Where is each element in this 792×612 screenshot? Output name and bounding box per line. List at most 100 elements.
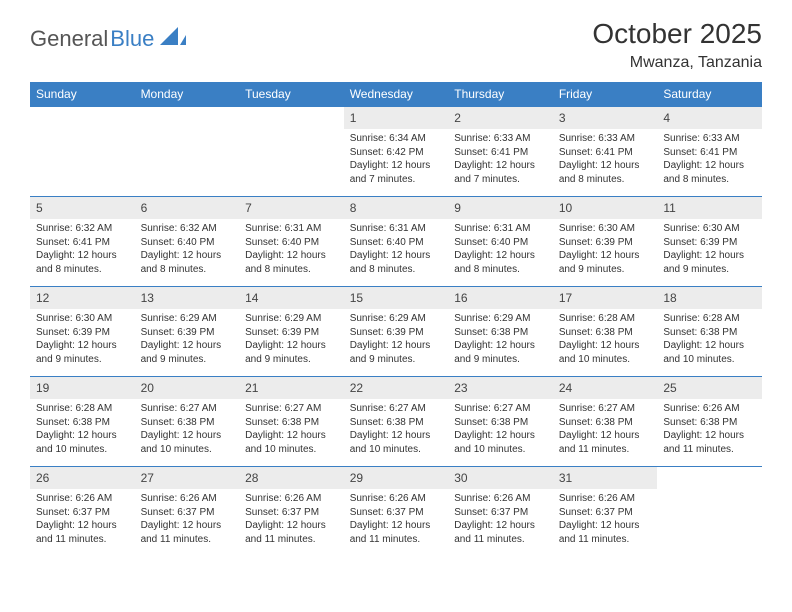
- day-details: Sunrise: 6:29 AMSunset: 6:39 PMDaylight:…: [344, 309, 449, 370]
- daylight-line: Daylight: 12 hours and 8 minutes.: [245, 249, 338, 276]
- calendar-row: 12Sunrise: 6:30 AMSunset: 6:39 PMDayligh…: [30, 287, 762, 377]
- sunrise-line: Sunrise: 6:30 AM: [663, 222, 756, 236]
- daylight-line: Daylight: 12 hours and 8 minutes.: [663, 159, 756, 186]
- calendar-cell: 11Sunrise: 6:30 AMSunset: 6:39 PMDayligh…: [657, 197, 762, 287]
- sunset-line: Sunset: 6:40 PM: [454, 236, 547, 250]
- calendar-cell: 28Sunrise: 6:26 AMSunset: 6:37 PMDayligh…: [239, 467, 344, 557]
- sunset-line: Sunset: 6:39 PM: [245, 326, 338, 340]
- daylight-line: Daylight: 12 hours and 9 minutes.: [36, 339, 129, 366]
- day-details: Sunrise: 6:31 AMSunset: 6:40 PMDaylight:…: [239, 219, 344, 280]
- calendar-cell: 22Sunrise: 6:27 AMSunset: 6:38 PMDayligh…: [344, 377, 449, 467]
- day-details: Sunrise: 6:29 AMSunset: 6:39 PMDaylight:…: [239, 309, 344, 370]
- day-number: 5: [30, 197, 135, 219]
- day-number: 3: [553, 107, 658, 129]
- day-details: Sunrise: 6:26 AMSunset: 6:38 PMDaylight:…: [657, 399, 762, 460]
- daylight-line: Daylight: 12 hours and 11 minutes.: [559, 429, 652, 456]
- calendar-cell: 31Sunrise: 6:26 AMSunset: 6:37 PMDayligh…: [553, 467, 658, 557]
- sunrise-line: Sunrise: 6:26 AM: [559, 492, 652, 506]
- sunset-line: Sunset: 6:41 PM: [454, 146, 547, 160]
- day-number: 29: [344, 467, 449, 489]
- day-details: Sunrise: 6:27 AMSunset: 6:38 PMDaylight:…: [344, 399, 449, 460]
- day-details: Sunrise: 6:29 AMSunset: 6:38 PMDaylight:…: [448, 309, 553, 370]
- calendar-cell: 30Sunrise: 6:26 AMSunset: 6:37 PMDayligh…: [448, 467, 553, 557]
- day-details: Sunrise: 6:28 AMSunset: 6:38 PMDaylight:…: [553, 309, 658, 370]
- sunset-line: Sunset: 6:38 PM: [454, 416, 547, 430]
- day-details: Sunrise: 6:26 AMSunset: 6:37 PMDaylight:…: [135, 489, 240, 550]
- calendar-cell: 2Sunrise: 6:33 AMSunset: 6:41 PMDaylight…: [448, 107, 553, 197]
- calendar-cell: 5Sunrise: 6:32 AMSunset: 6:41 PMDaylight…: [30, 197, 135, 287]
- calendar-cell: 23Sunrise: 6:27 AMSunset: 6:38 PMDayligh…: [448, 377, 553, 467]
- day-number-empty: [657, 467, 762, 489]
- sunrise-line: Sunrise: 6:33 AM: [559, 132, 652, 146]
- calendar-cell: 17Sunrise: 6:28 AMSunset: 6:38 PMDayligh…: [553, 287, 658, 377]
- daylight-line: Daylight: 12 hours and 10 minutes.: [350, 429, 443, 456]
- daylight-line: Daylight: 12 hours and 8 minutes.: [141, 249, 234, 276]
- weekday-header: Tuesday: [239, 82, 344, 107]
- sunset-line: Sunset: 6:38 PM: [141, 416, 234, 430]
- sunrise-line: Sunrise: 6:27 AM: [350, 402, 443, 416]
- day-details: Sunrise: 6:33 AMSunset: 6:41 PMDaylight:…: [448, 129, 553, 190]
- daylight-line: Daylight: 12 hours and 11 minutes.: [663, 429, 756, 456]
- sunrise-line: Sunrise: 6:32 AM: [36, 222, 129, 236]
- daylight-line: Daylight: 12 hours and 9 minutes.: [454, 339, 547, 366]
- sunrise-line: Sunrise: 6:34 AM: [350, 132, 443, 146]
- sunset-line: Sunset: 6:40 PM: [245, 236, 338, 250]
- day-details: Sunrise: 6:28 AMSunset: 6:38 PMDaylight:…: [657, 309, 762, 370]
- calendar-cell: 9Sunrise: 6:31 AMSunset: 6:40 PMDaylight…: [448, 197, 553, 287]
- calendar-row: 19Sunrise: 6:28 AMSunset: 6:38 PMDayligh…: [30, 377, 762, 467]
- day-details: Sunrise: 6:26 AMSunset: 6:37 PMDaylight:…: [30, 489, 135, 550]
- day-number-empty: [30, 107, 135, 129]
- daylight-line: Daylight: 12 hours and 8 minutes.: [559, 159, 652, 186]
- day-details: Sunrise: 6:32 AMSunset: 6:40 PMDaylight:…: [135, 219, 240, 280]
- day-details: Sunrise: 6:30 AMSunset: 6:39 PMDaylight:…: [657, 219, 762, 280]
- sunset-line: Sunset: 6:41 PM: [36, 236, 129, 250]
- day-number: 30: [448, 467, 553, 489]
- day-number: 10: [553, 197, 658, 219]
- day-number-empty: [239, 107, 344, 129]
- sunrise-line: Sunrise: 6:26 AM: [245, 492, 338, 506]
- calendar-cell: 13Sunrise: 6:29 AMSunset: 6:39 PMDayligh…: [135, 287, 240, 377]
- day-details: Sunrise: 6:26 AMSunset: 6:37 PMDaylight:…: [344, 489, 449, 550]
- sunrise-line: Sunrise: 6:29 AM: [454, 312, 547, 326]
- calendar-cell: 16Sunrise: 6:29 AMSunset: 6:38 PMDayligh…: [448, 287, 553, 377]
- sunset-line: Sunset: 6:38 PM: [350, 416, 443, 430]
- calendar-cell: [30, 107, 135, 197]
- daylight-line: Daylight: 12 hours and 10 minutes.: [245, 429, 338, 456]
- day-number: 20: [135, 377, 240, 399]
- calendar-row: 26Sunrise: 6:26 AMSunset: 6:37 PMDayligh…: [30, 467, 762, 557]
- day-number: 18: [657, 287, 762, 309]
- calendar-cell: [135, 107, 240, 197]
- calendar-cell: 8Sunrise: 6:31 AMSunset: 6:40 PMDaylight…: [344, 197, 449, 287]
- daylight-line: Daylight: 12 hours and 11 minutes.: [559, 519, 652, 546]
- sunrise-line: Sunrise: 6:26 AM: [663, 402, 756, 416]
- sunset-line: Sunset: 6:41 PM: [663, 146, 756, 160]
- calendar-cell: 24Sunrise: 6:27 AMSunset: 6:38 PMDayligh…: [553, 377, 658, 467]
- sunrise-line: Sunrise: 6:27 AM: [141, 402, 234, 416]
- sunset-line: Sunset: 6:39 PM: [559, 236, 652, 250]
- calendar-cell: 26Sunrise: 6:26 AMSunset: 6:37 PMDayligh…: [30, 467, 135, 557]
- day-details: Sunrise: 6:31 AMSunset: 6:40 PMDaylight:…: [344, 219, 449, 280]
- day-details: Sunrise: 6:31 AMSunset: 6:40 PMDaylight:…: [448, 219, 553, 280]
- calendar-cell: 10Sunrise: 6:30 AMSunset: 6:39 PMDayligh…: [553, 197, 658, 287]
- day-number: 27: [135, 467, 240, 489]
- day-details: Sunrise: 6:33 AMSunset: 6:41 PMDaylight:…: [657, 129, 762, 190]
- sunset-line: Sunset: 6:38 PM: [454, 326, 547, 340]
- calendar-cell: 3Sunrise: 6:33 AMSunset: 6:41 PMDaylight…: [553, 107, 658, 197]
- sunrise-line: Sunrise: 6:29 AM: [141, 312, 234, 326]
- day-number: 12: [30, 287, 135, 309]
- sunset-line: Sunset: 6:37 PM: [559, 506, 652, 520]
- daylight-line: Daylight: 12 hours and 11 minutes.: [350, 519, 443, 546]
- daylight-line: Daylight: 12 hours and 7 minutes.: [350, 159, 443, 186]
- day-number: 8: [344, 197, 449, 219]
- daylight-line: Daylight: 12 hours and 10 minutes.: [663, 339, 756, 366]
- header: General Blue October 2025 Mwanza, Tanzan…: [30, 18, 762, 72]
- sunrise-line: Sunrise: 6:27 AM: [559, 402, 652, 416]
- day-number-empty: [135, 107, 240, 129]
- daylight-line: Daylight: 12 hours and 9 minutes.: [350, 339, 443, 366]
- sunrise-line: Sunrise: 6:30 AM: [559, 222, 652, 236]
- weekday-header: Monday: [135, 82, 240, 107]
- daylight-line: Daylight: 12 hours and 11 minutes.: [245, 519, 338, 546]
- sunset-line: Sunset: 6:39 PM: [36, 326, 129, 340]
- sunrise-line: Sunrise: 6:31 AM: [350, 222, 443, 236]
- day-details: Sunrise: 6:27 AMSunset: 6:38 PMDaylight:…: [448, 399, 553, 460]
